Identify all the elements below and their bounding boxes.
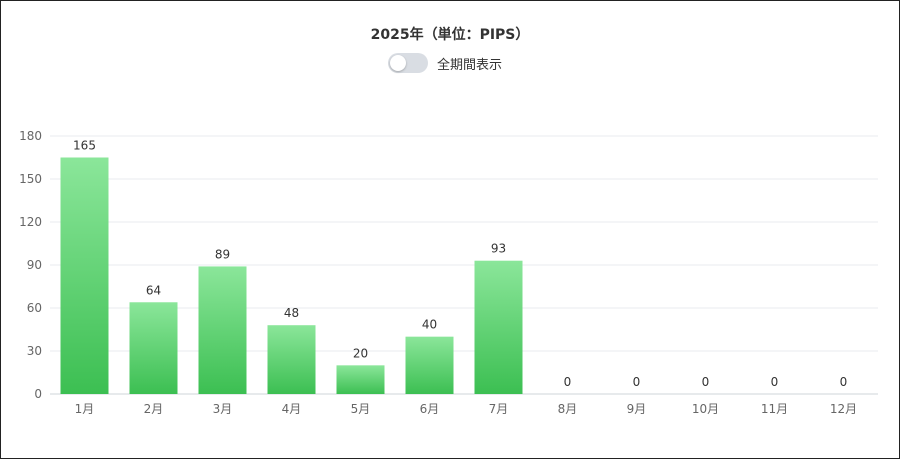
x-tick-label: 3月 (213, 402, 233, 416)
x-tick-label: 5月 (351, 402, 371, 416)
data-label: 0 (633, 375, 641, 389)
y-tick-label: 30 (27, 344, 42, 358)
x-tick-label: 2月 (144, 402, 164, 416)
data-label: 89 (215, 247, 230, 261)
bar (60, 157, 109, 394)
x-tick-label: 6月 (420, 402, 440, 416)
x-tick-label: 8月 (558, 402, 578, 416)
y-tick-label: 150 (19, 172, 42, 186)
x-tick-label: 11月 (761, 402, 788, 416)
data-label: 40 (422, 318, 437, 332)
bar (267, 325, 316, 394)
data-label: 0 (702, 375, 710, 389)
bar (129, 302, 178, 394)
x-tick-label: 1月 (75, 402, 95, 416)
bars: 165 1月 64 2月 89 3月 48 4月 20 5月 40 6月 93 7月 0 8月 0 9月 0 10月 0… (60, 139, 857, 416)
data-label: 48 (284, 306, 299, 320)
y-tick-label: 90 (27, 258, 42, 272)
bar (198, 266, 247, 394)
y-tick-label: 60 (27, 301, 42, 315)
x-tick-label: 10月 (692, 402, 719, 416)
toggle-label: 全期間表示 (437, 57, 503, 73)
bar (405, 336, 454, 394)
data-label: 0 (771, 375, 779, 389)
data-label: 0 (840, 375, 848, 389)
data-label: 0 (564, 375, 572, 389)
chart-title: 2025年（単位：PIPS） (370, 27, 530, 43)
x-tick-label: 12月 (830, 402, 857, 416)
y-tick-label: 180 (19, 129, 42, 143)
bar (336, 365, 385, 394)
bar (474, 260, 523, 394)
data-label: 165 (73, 139, 96, 153)
data-label: 20 (353, 346, 368, 360)
data-label: 64 (146, 283, 161, 297)
period-toggle-row: 全期間表示 (388, 53, 502, 73)
grid-lines: 0 30 60 90 120 150 180 (19, 129, 878, 401)
x-tick-label: 9月 (627, 402, 647, 416)
y-tick-label: 0 (34, 387, 42, 401)
data-label: 93 (491, 242, 506, 256)
x-tick-label: 4月 (282, 402, 302, 416)
x-tick-label: 7月 (489, 402, 509, 416)
show-all-period-toggle[interactable] (388, 53, 428, 73)
y-tick-label: 120 (19, 215, 42, 229)
toggle-knob (390, 55, 406, 71)
